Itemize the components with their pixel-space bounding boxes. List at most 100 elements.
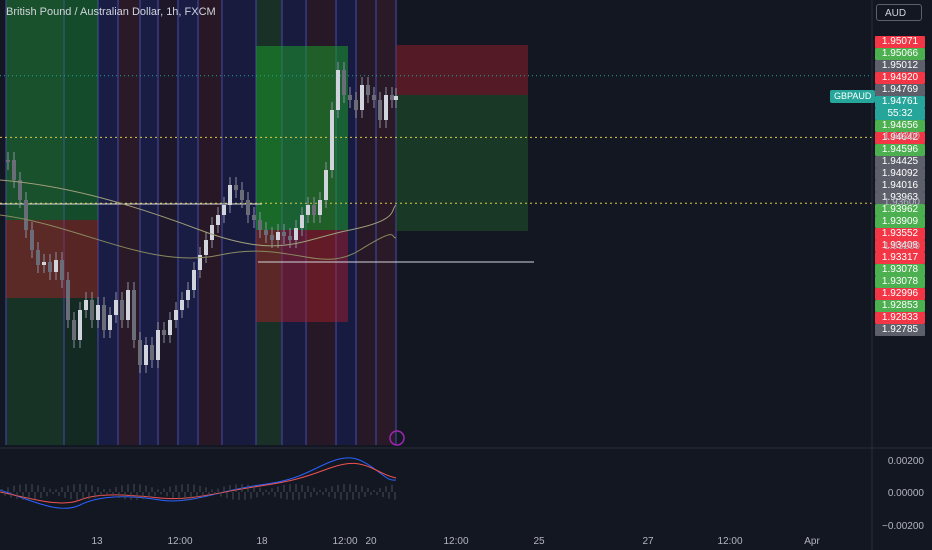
candle [324,170,328,200]
candle [390,95,394,100]
candle [240,190,244,200]
x-tick-label: Apr [804,536,820,547]
candle [126,290,130,320]
candle [54,260,58,272]
candle [234,185,238,190]
price-tag: 1.94920 [875,71,925,84]
indicator-tick-label: 0.00200 [887,456,924,467]
candle [102,305,106,330]
candle [192,270,196,290]
candle [318,200,322,215]
price-tag: 1.94642 [875,131,925,144]
candle [228,185,232,205]
candle [66,280,70,320]
candle [306,205,310,215]
candle [156,330,160,360]
candle [216,215,220,225]
candle [72,320,76,340]
candle [96,305,100,320]
candle [354,100,358,110]
candle [90,300,94,320]
price-tag: 1.94656 [875,119,925,132]
candle [120,300,124,320]
candle [168,320,172,335]
price-tag: 1.94092 [875,167,925,180]
candle [78,310,82,340]
price-tag: 1.95012 [875,59,925,72]
price-tag: 1.93962 [875,203,925,216]
session-band [140,0,158,445]
currency-selector[interactable]: AUD [876,4,922,21]
long-stop-zone [6,220,98,298]
chart-title: British Pound / Australian Dollar, 1h, F… [6,6,216,18]
price-tag: 1.92996 [875,287,925,300]
session-band [6,0,64,445]
candle [180,300,184,310]
session-band [178,0,198,445]
candle [186,290,190,300]
y-tick-label: 1.93600 [883,197,920,209]
candle [210,225,214,240]
candle [270,235,274,240]
candle [42,262,46,265]
session-band [222,0,256,445]
price-tag: 1.95066 [875,47,925,60]
x-tick-label: 13 [91,536,103,547]
candle [6,160,10,162]
candle [384,95,388,120]
long-profit-zone-2 [256,46,348,230]
candle [264,230,268,235]
candle [300,215,304,228]
short-stop-zone [396,45,528,95]
candle [258,220,262,230]
candle [282,232,286,236]
candle [360,85,364,110]
price-tag: 1.93552 [875,227,925,240]
price-tag: 1.92833 [875,311,925,324]
signal-line [0,462,397,504]
x-tick-label: 27 [642,536,654,547]
candle [342,70,346,95]
x-tick-label: 25 [533,536,545,547]
price-tag: 1.92853 [875,299,925,312]
candle [150,345,154,360]
candle [12,160,16,180]
candle [348,95,352,100]
price-tag: 1.93317 [875,251,925,264]
price-tag: 1.95071 [875,35,925,48]
candle [312,205,316,215]
symbol-price-tag: GBPAUD [830,90,876,103]
candle [114,300,118,315]
candle [336,70,340,110]
candle [18,180,22,200]
candle [108,315,112,330]
candle [132,290,136,340]
candle [204,240,208,255]
event-marker-icon [389,430,405,446]
session-band [98,0,118,445]
countdown-tag: 55:32 [875,107,925,120]
session-band [158,0,178,445]
session-band [118,0,140,445]
candle [288,236,292,240]
candle [30,230,34,250]
price-tag: 1.93963 [875,191,925,204]
x-tick-label: 20 [365,536,377,547]
candle [144,345,148,365]
candle [246,200,250,215]
session-band [376,0,396,445]
price-tag: 1.93078 [875,275,925,288]
candle [198,255,202,270]
ma-line-slow [0,214,397,260]
candle [394,96,398,100]
x-tick-label: 12:00 [332,536,358,547]
candle [366,85,370,95]
x-tick-label: 18 [256,536,268,547]
candle [294,228,298,240]
price-tag: 1.94425 [875,155,925,168]
candle [174,310,178,320]
x-tick-label: 12:00 [443,536,469,547]
candle [372,95,376,100]
